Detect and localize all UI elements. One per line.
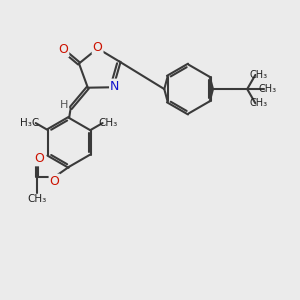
Text: O: O bbox=[50, 175, 59, 188]
Text: O: O bbox=[93, 41, 103, 54]
Text: CH₃: CH₃ bbox=[258, 84, 276, 94]
Text: N: N bbox=[110, 80, 119, 93]
Text: CH₃: CH₃ bbox=[250, 98, 268, 108]
Text: H: H bbox=[60, 100, 68, 110]
Text: CH₃: CH₃ bbox=[98, 118, 117, 128]
Text: H₃C: H₃C bbox=[20, 118, 39, 128]
Text: CH₃: CH₃ bbox=[250, 70, 268, 80]
Text: O: O bbox=[35, 152, 45, 165]
Text: CH₃: CH₃ bbox=[27, 194, 46, 204]
Text: O: O bbox=[58, 44, 68, 56]
